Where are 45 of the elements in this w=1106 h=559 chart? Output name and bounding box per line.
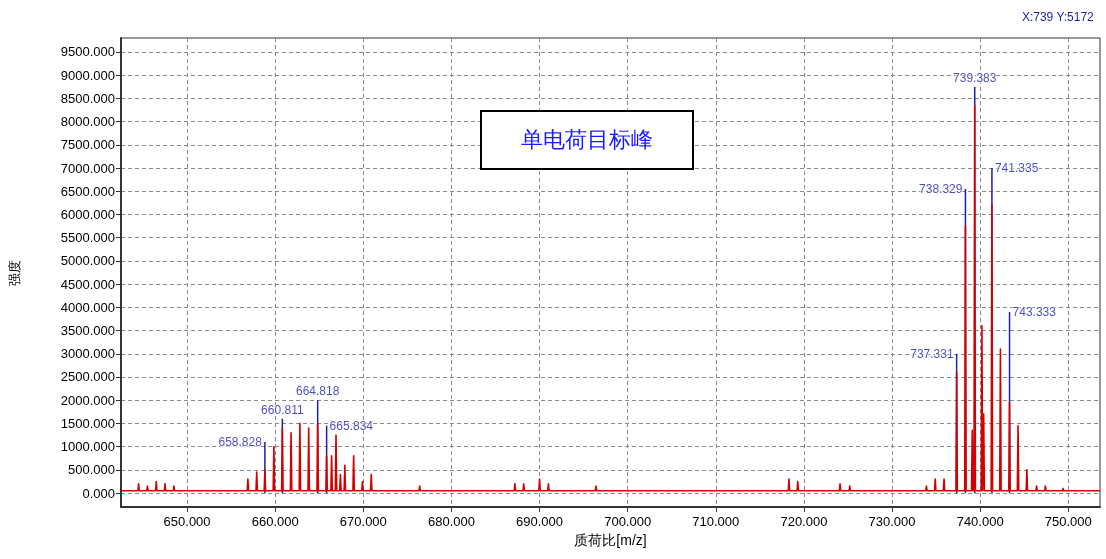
annotation: 739.383 xyxy=(953,70,997,85)
y-tick-label: 1000.000 xyxy=(60,439,115,455)
y-tick-label: 5000.000 xyxy=(60,253,115,269)
y-tick-label: 7500.000 xyxy=(60,137,115,153)
y-tick-label: 8500.000 xyxy=(60,90,115,106)
y-tick-label: 2500.000 xyxy=(60,369,115,385)
x-tick-label: 650.000 xyxy=(163,514,211,529)
y-axis-title: 强度 xyxy=(7,259,22,286)
annotation: 单电荷目标峰 xyxy=(521,126,653,154)
y-tick-label: 9500.000 xyxy=(60,44,115,60)
annotation: 741.335 xyxy=(994,161,1039,176)
annotation: 664.818 xyxy=(295,384,340,399)
y-tick-label: 6500.000 xyxy=(60,183,115,199)
y-tick-label: 8000.000 xyxy=(60,114,115,130)
x-tick-label: 660.000 xyxy=(251,514,299,529)
y-tick-label: 4000.000 xyxy=(60,299,115,315)
annotation: 743.333 xyxy=(1012,304,1057,319)
annotation: 660.811 xyxy=(261,402,304,417)
y-tick-label: 500.000 xyxy=(68,462,115,478)
x-tick-label: 700.000 xyxy=(604,514,652,529)
x-tick-label: 750.000 xyxy=(1044,514,1092,529)
annotation: 658.828 xyxy=(218,434,263,449)
y-tick-label: 6000.000 xyxy=(60,206,115,222)
annotation: 738.329 xyxy=(919,181,963,196)
x-tick-label: 710.000 xyxy=(692,514,740,529)
y-tick-label: 1500.000 xyxy=(60,415,115,431)
x-tick-label: 720.000 xyxy=(780,514,828,529)
y-tick-label: 5500.000 xyxy=(60,230,115,246)
y-tick-label: 4500.000 xyxy=(60,276,115,292)
x-tick-label: 730.000 xyxy=(868,514,916,529)
x-tick-label: 680.000 xyxy=(427,514,475,529)
y-tick-label: 3000.000 xyxy=(60,346,115,362)
y-tick-label: 9000.000 xyxy=(60,67,115,83)
x-tick-label: 670.000 xyxy=(339,514,387,529)
y-tick-label: 7000.000 xyxy=(60,160,115,176)
x-tick-label: 690.000 xyxy=(516,514,564,529)
y-tick-label: 2000.000 xyxy=(60,392,115,408)
text: X:739 Y:5172 xyxy=(1021,10,1095,24)
x-axis-title: 质荷比[m/z] xyxy=(574,532,647,548)
annotation: 665.834 xyxy=(329,418,374,433)
y-tick-label: 0.000 xyxy=(82,485,115,501)
annotation: 737.331 xyxy=(910,346,954,361)
x-tick-label: 740.000 xyxy=(956,514,1004,529)
y-tick-label: 3500.000 xyxy=(60,323,115,339)
text-frame: 单电荷目标峰 xyxy=(480,110,694,170)
